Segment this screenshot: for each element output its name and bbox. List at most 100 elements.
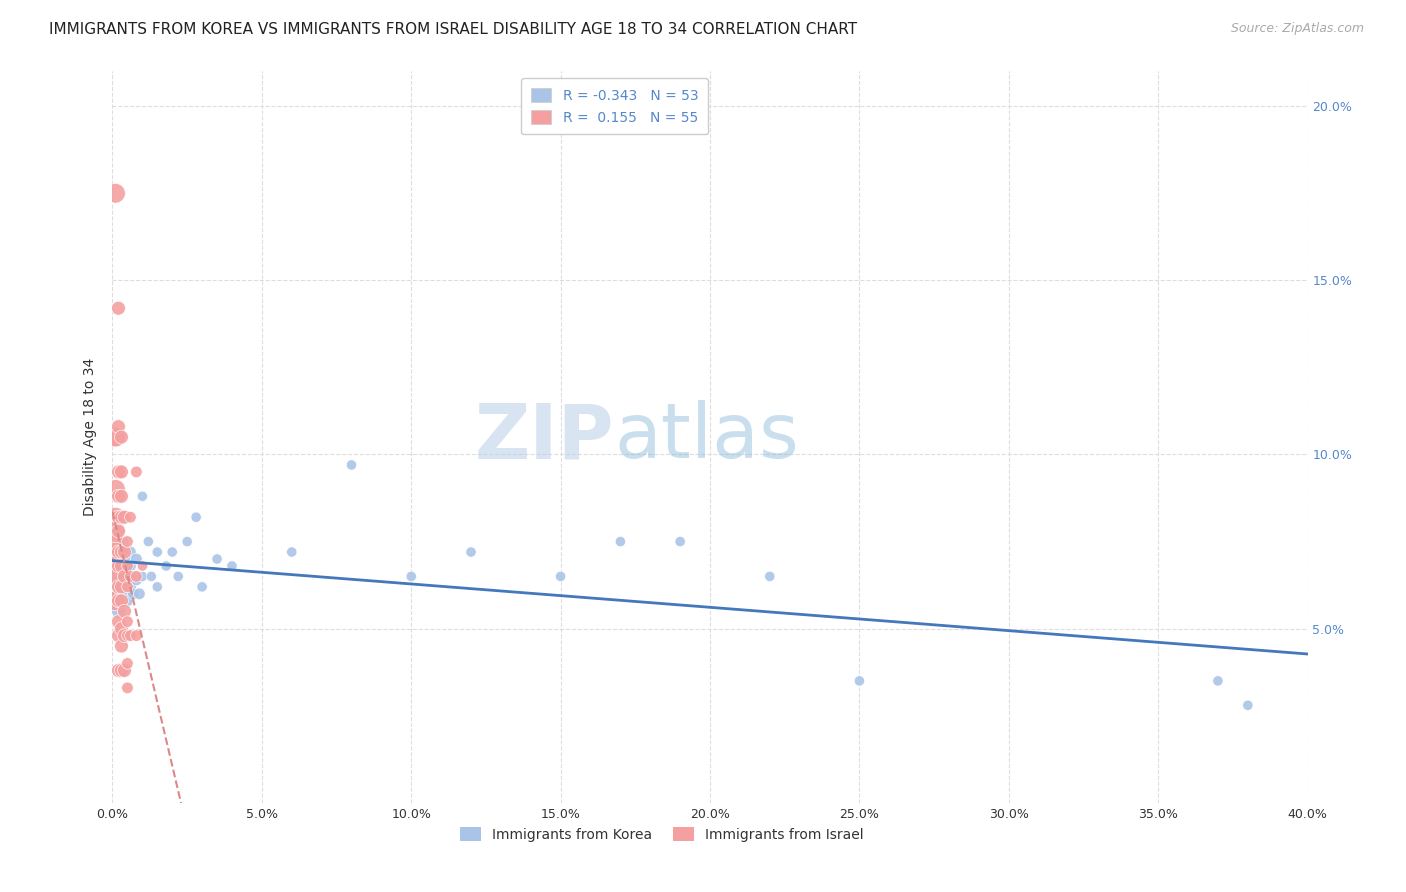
Point — [117, 534, 139, 549]
Point — [146, 545, 169, 559]
Point — [186, 510, 208, 524]
Point — [176, 534, 198, 549]
Point — [104, 558, 127, 573]
Point — [107, 558, 129, 573]
Point — [125, 629, 148, 643]
Point — [609, 534, 631, 549]
Point — [104, 545, 127, 559]
Point — [107, 301, 129, 316]
Point — [155, 558, 177, 573]
Point — [107, 594, 129, 608]
Point — [107, 558, 129, 573]
Point — [114, 552, 135, 566]
Point — [104, 594, 127, 608]
Point — [107, 489, 129, 503]
Point — [759, 569, 782, 583]
Point — [107, 604, 129, 618]
Point — [117, 681, 139, 695]
Point — [107, 629, 129, 643]
Point — [104, 524, 127, 538]
Point — [120, 629, 142, 643]
Point — [205, 552, 228, 566]
Point — [114, 545, 135, 559]
Point — [110, 594, 132, 608]
Text: ZIP: ZIP — [475, 401, 614, 474]
Point — [110, 534, 132, 549]
Point — [120, 569, 142, 583]
Point — [107, 580, 129, 594]
Point — [120, 545, 142, 559]
Point — [114, 510, 135, 524]
Point — [146, 580, 169, 594]
Point — [131, 558, 153, 573]
Point — [114, 629, 135, 643]
Point — [117, 594, 139, 608]
Point — [117, 629, 139, 643]
Point — [131, 489, 153, 503]
Point — [110, 510, 132, 524]
Point — [162, 545, 183, 559]
Point — [107, 524, 129, 538]
Point — [128, 587, 150, 601]
Point — [104, 558, 127, 573]
Point — [104, 594, 127, 608]
Point — [110, 569, 132, 583]
Point — [125, 573, 148, 587]
Point — [122, 569, 145, 583]
Point — [107, 615, 129, 629]
Point — [104, 186, 127, 201]
Point — [107, 580, 129, 594]
Point — [104, 483, 127, 497]
Legend: Immigrants from Korea, Immigrants from Israel: Immigrants from Korea, Immigrants from I… — [456, 822, 869, 847]
Point — [110, 580, 132, 594]
Point — [125, 552, 148, 566]
Point — [669, 534, 692, 549]
Point — [104, 510, 127, 524]
Point — [117, 615, 139, 629]
Point — [110, 558, 132, 573]
Point — [117, 558, 139, 573]
Point — [117, 558, 139, 573]
Point — [281, 545, 304, 559]
Point — [117, 580, 139, 594]
Point — [107, 545, 129, 559]
Point — [114, 569, 135, 583]
Point — [120, 580, 142, 594]
Point — [110, 430, 132, 444]
Point — [114, 664, 135, 678]
Point — [1237, 698, 1260, 713]
Text: atlas: atlas — [614, 401, 799, 474]
Point — [125, 465, 148, 479]
Point — [117, 657, 139, 671]
Point — [460, 545, 482, 559]
Point — [110, 545, 132, 559]
Point — [110, 664, 132, 678]
Point — [107, 465, 129, 479]
Point — [120, 558, 142, 573]
Point — [104, 576, 127, 591]
Point — [104, 534, 127, 549]
Point — [104, 430, 127, 444]
Point — [110, 594, 132, 608]
Point — [107, 545, 129, 559]
Point — [104, 545, 127, 559]
Point — [104, 430, 127, 444]
Point — [167, 569, 190, 583]
Point — [107, 510, 129, 524]
Point — [110, 622, 132, 636]
Text: Source: ZipAtlas.com: Source: ZipAtlas.com — [1230, 22, 1364, 36]
Point — [110, 552, 132, 566]
Point — [141, 569, 163, 583]
Point — [104, 569, 127, 583]
Point — [401, 569, 423, 583]
Point — [221, 558, 243, 573]
Point — [550, 569, 572, 583]
Point — [110, 489, 132, 503]
Text: IMMIGRANTS FROM KOREA VS IMMIGRANTS FROM ISRAEL DISABILITY AGE 18 TO 34 CORRELAT: IMMIGRANTS FROM KOREA VS IMMIGRANTS FROM… — [49, 22, 858, 37]
Point — [120, 510, 142, 524]
Point — [114, 569, 135, 583]
Point — [114, 587, 135, 601]
Point — [117, 576, 139, 591]
Point — [191, 580, 214, 594]
Y-axis label: Disability Age 18 to 34: Disability Age 18 to 34 — [83, 358, 97, 516]
